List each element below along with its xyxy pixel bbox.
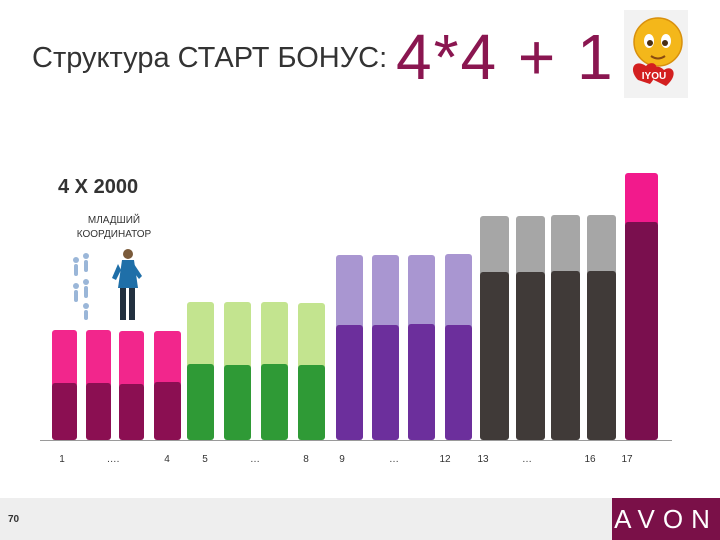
column-6-upper-segment [224,302,251,369]
column-5-lower-segment [187,364,214,440]
axis-tick-label: …. [106,454,120,465]
column-10-lower-segment [372,325,399,440]
column-14-lower-segment [516,272,545,440]
column-10-upper-segment [372,255,399,329]
axis-tick-label: … [389,454,399,465]
axis-tick-label: 12 [439,454,451,465]
page-title-left: Структура СТАРТ БОНУС: [32,42,388,74]
axis-tick-label: 17 [621,454,633,465]
silhouette-figures-icon [73,253,89,320]
role-label: МЛАДШИЙ КООРДИНАТОР [76,215,152,240]
column-13-upper-segment [480,216,509,276]
column-11-lower-segment [408,324,435,440]
column-2-upper-segment [86,330,111,387]
column-1-upper-segment [52,330,77,387]
column-7-lower-segment [261,364,288,440]
column-15-lower-segment [551,271,580,440]
axis-tick-label: 8 [303,454,309,465]
column-17-lower-segment [625,222,658,440]
column-3-lower-segment [119,384,144,440]
column-2-lower-segment [86,383,111,440]
smiley-icon: IYOU [632,17,683,86]
column-17-upper-segment [625,173,658,226]
column-6-lower-segment [224,365,251,440]
column-11-upper-segment [408,255,435,328]
axis-tick-label: 9 [339,454,345,465]
axis-tick-label: … [250,454,260,465]
axis-tick-label: 13 [477,454,489,465]
axis-tick-label: 5 [202,454,208,465]
page-number: 70 [8,514,20,525]
column-8-lower-segment [298,365,325,440]
column-4-upper-segment [154,331,181,386]
column-12-lower-segment [445,325,472,440]
column-4-lower-segment [154,382,181,440]
column-16-lower-segment [587,271,616,440]
column-15-upper-segment [551,215,580,275]
coordinator-person-icon [112,249,142,320]
column-5-upper-segment [187,302,214,368]
bonus-subtitle: 4 X 2000 [58,176,139,198]
column-8-upper-segment [298,303,325,369]
column-13-lower-segment [480,272,509,440]
column-7-upper-segment [261,302,288,368]
column-14-upper-segment [516,216,545,276]
brand-logo: AVON [612,498,720,540]
axis-tick-label: … [522,454,532,465]
page-title-formula: 4*4 + 1 [396,21,615,93]
figures-illustration [64,246,160,331]
column-9-lower-segment [336,325,363,440]
footer-bar [0,498,720,540]
axis-tick-label: 1 [59,454,65,465]
axis-tick-label: 4 [164,454,170,465]
column-16-upper-segment [587,215,616,275]
column-12-upper-segment [445,254,472,329]
smiley-picture: IYOU [624,10,688,98]
column-1-lower-segment [52,383,77,440]
axis-tick-label: 16 [584,454,596,465]
column-3-upper-segment [119,331,144,388]
heart-badge-text: IYOU [642,71,666,82]
chart-baseline [40,440,672,441]
column-9-upper-segment [336,255,363,329]
